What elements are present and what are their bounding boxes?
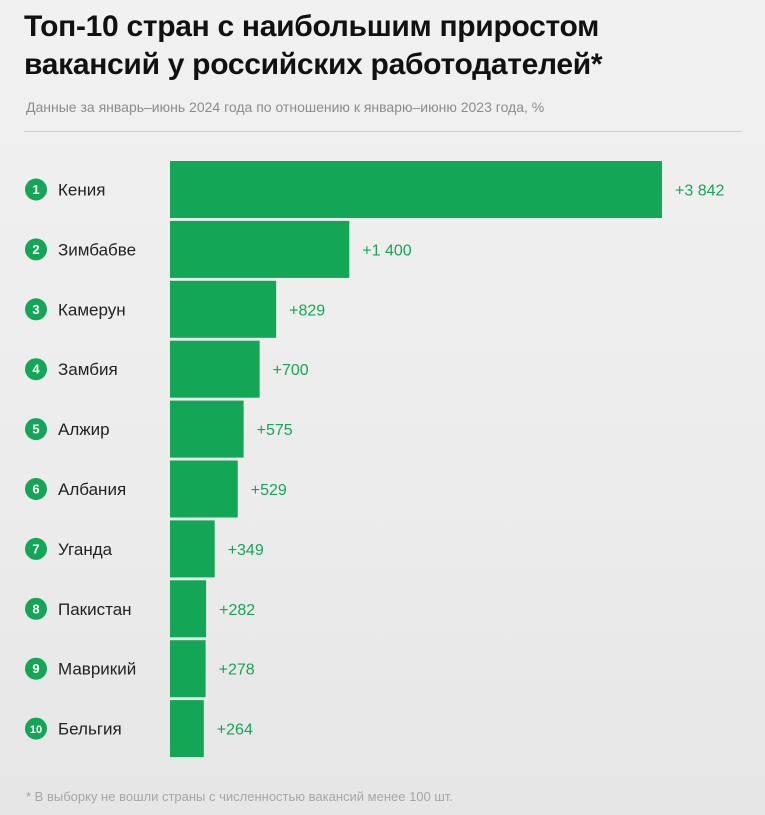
rank-number: 1 — [32, 182, 39, 197]
country-label: Албания — [58, 480, 126, 499]
chart-row: 6 Албания +529 — [25, 460, 287, 518]
chart-title-line-1: Топ-10 стран с наибольшим приростом — [24, 10, 600, 43]
country-label: Уганда — [58, 540, 113, 559]
footnote: * В выборку не вошли страны с численност… — [26, 789, 453, 804]
chart-row: 7 Уганда +349 — [25, 520, 264, 578]
chart-title: Топ-10 стран с наибольшим приростом вака… — [24, 8, 744, 84]
rank-number: 7 — [32, 541, 39, 556]
rank-number: 8 — [32, 601, 39, 616]
rank-badge — [25, 298, 47, 321]
value-label: +3 842 — [675, 183, 724, 200]
value-label: +278 — [219, 662, 255, 679]
country-label: Пакистан — [58, 600, 132, 619]
chart-row: 9 Маврикий +278 — [25, 640, 255, 698]
country-label: Маврикий — [58, 660, 136, 679]
rank-badge — [25, 717, 47, 740]
country-label: Замбия — [58, 360, 118, 379]
value-label: +829 — [289, 302, 325, 319]
bar — [170, 220, 350, 278]
chart-row: 8 Пакистан +282 — [25, 580, 255, 638]
bar — [170, 460, 238, 518]
value-label: +700 — [273, 362, 309, 379]
bar — [170, 280, 277, 338]
bar — [170, 340, 260, 398]
bar — [170, 640, 206, 698]
rank-number: 2 — [32, 242, 39, 257]
rank-badge — [25, 358, 47, 381]
rank-badge — [25, 478, 47, 500]
chart-row: 5 Алжир +575 — [25, 400, 293, 458]
rank-number: 4 — [32, 362, 40, 377]
rank-number: 5 — [32, 422, 39, 437]
value-label: +349 — [228, 542, 264, 559]
bar — [170, 520, 215, 578]
chart-title-line-2: вакансий у российских работодателей* — [24, 48, 603, 81]
title-divider — [24, 131, 742, 132]
value-label: +282 — [219, 602, 255, 619]
rank-badge — [25, 537, 47, 560]
value-label: +264 — [217, 722, 253, 739]
rank-number: 6 — [32, 482, 39, 497]
chart-row: 4 Замбия +700 — [25, 340, 309, 398]
bar — [170, 700, 204, 758]
country-label: Кения — [58, 181, 105, 200]
country-label: Камерун — [58, 300, 126, 319]
country-label: Зимбабве — [58, 240, 136, 259]
rank-number: 3 — [32, 302, 39, 317]
rank-number: 9 — [32, 661, 39, 676]
rank-badge — [25, 597, 47, 620]
rank-badge — [25, 418, 47, 441]
chart-row: 10 Бельгия +264 — [25, 700, 253, 758]
bar — [170, 400, 244, 458]
bar — [170, 580, 207, 638]
rank-number: 10 — [30, 724, 42, 736]
bar — [170, 161, 662, 218]
rank-badge — [25, 657, 47, 680]
value-label: +1 400 — [362, 242, 411, 259]
chart-row: 2 Зимбабве +1 400 — [25, 220, 412, 278]
rank-badge — [25, 238, 47, 261]
chart-row: 3 Камерун +829 — [25, 280, 325, 338]
country-label: Бельгия — [58, 720, 122, 739]
value-label: +575 — [257, 422, 293, 439]
chart-subtitle: Данные за январь–июнь 2024 года по отнош… — [26, 99, 545, 115]
rank-badge — [25, 178, 47, 201]
value-label: +529 — [251, 482, 287, 499]
chart-row: 1 Кения +3 842 — [25, 161, 724, 218]
country-label: Алжир — [58, 420, 110, 439]
